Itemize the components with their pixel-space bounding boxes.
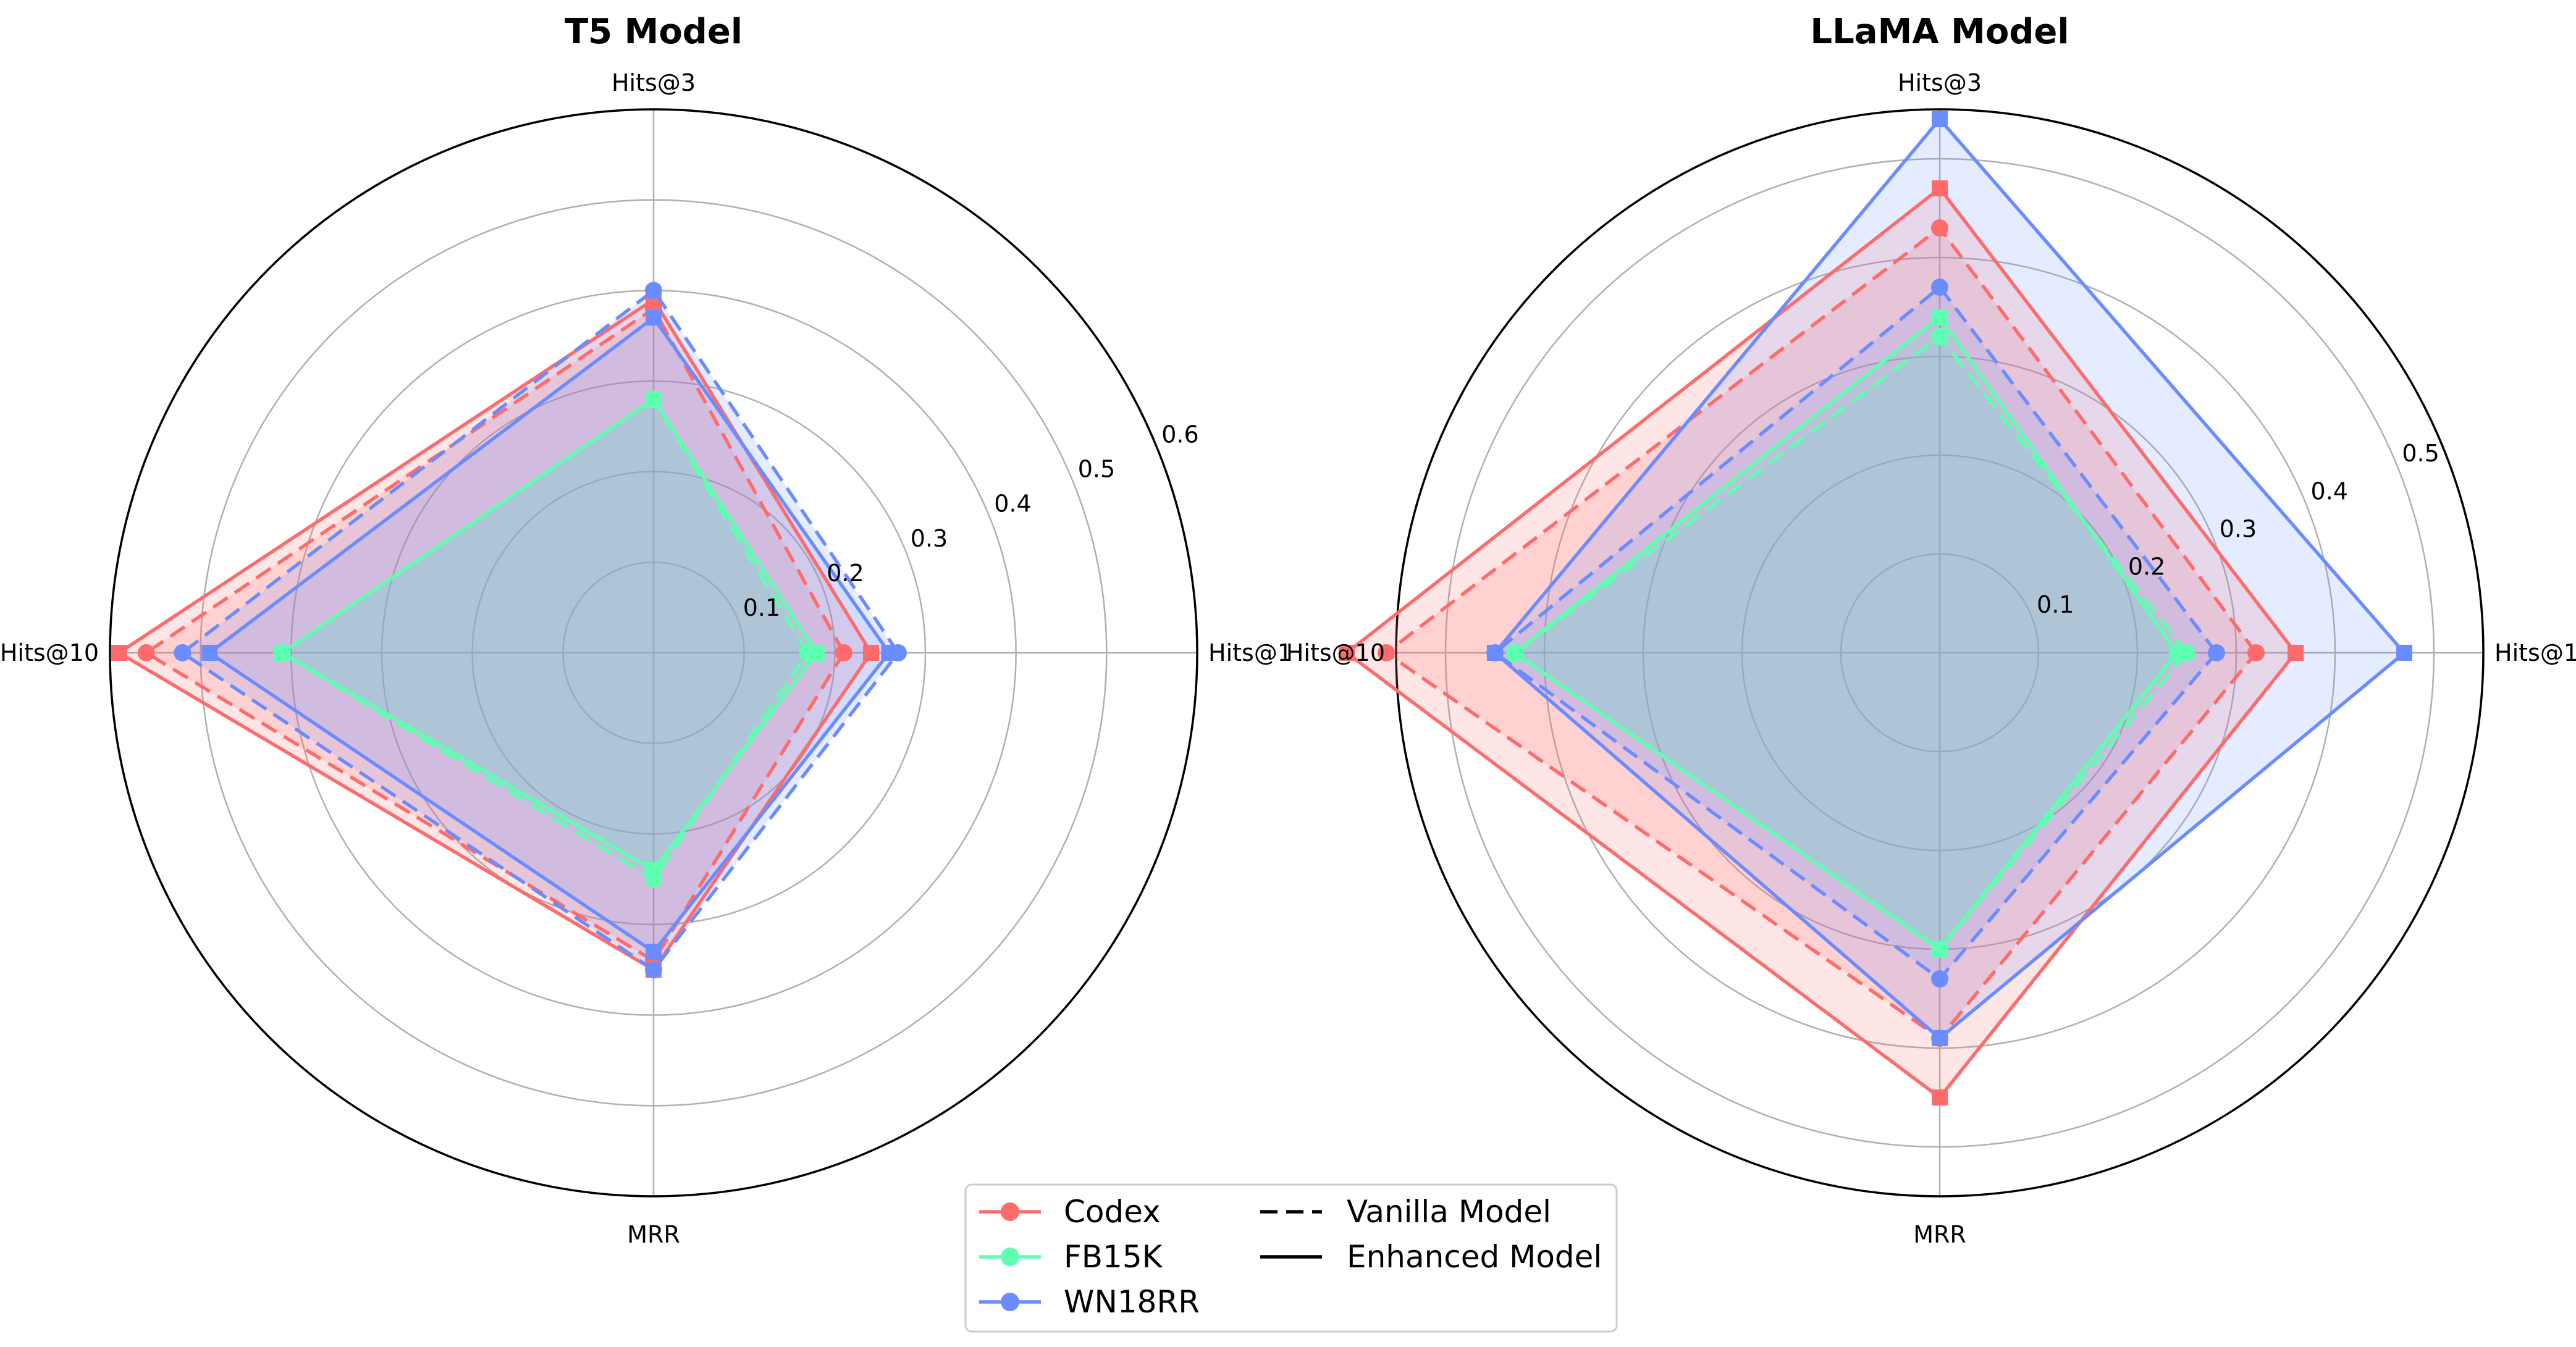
chart-title: T5 Model	[565, 12, 743, 52]
rtick-label-0-5: 0.5	[1078, 456, 1115, 483]
series-fill-fb15k-enhanced	[1515, 317, 2177, 949]
rtick-label-0-3: 0.3	[2220, 515, 2257, 542]
point-wn18rr-enhanced-hits-10	[1487, 645, 1503, 661]
point-fb15k-enhanced-hits-1	[2169, 645, 2185, 661]
axis-label-hits-1: Hits@1	[1208, 639, 1292, 666]
point-wn18rr-enhanced-hits-10	[201, 645, 218, 661]
point-wn18rr-enhanced-mrr	[1932, 1030, 1948, 1046]
point-fb15k-enhanced-hits-10	[1507, 645, 1523, 661]
series-fill-wn18rr-vanilla	[182, 290, 898, 970]
legend-label-enhanced-model: Enhanced Model	[1347, 1239, 1602, 1275]
point-wn18rr-vanilla-mrr	[645, 961, 662, 979]
legend-label-fb15k: FB15K	[1064, 1239, 1163, 1275]
rtick-label-0-1: 0.1	[743, 594, 780, 621]
rtick-label-0-6: 0.6	[1161, 421, 1198, 448]
point-wn18rr-enhanced-mrr	[646, 944, 662, 960]
series-fills	[1347, 119, 2404, 1097]
series-fills	[119, 290, 898, 970]
rtick-label-0-4: 0.4	[2311, 477, 2348, 505]
legend-label-wn18rr: WN18RR	[1064, 1284, 1200, 1320]
point-codex-vanilla-hits-1	[835, 644, 852, 661]
point-fb15k-vanilla-hits-3	[1931, 328, 1948, 345]
series-fill-fb15k-vanilla	[282, 399, 808, 879]
rtick-label-0-2: 0.2	[827, 560, 864, 587]
axis-label-hits-3: Hits@3	[1898, 69, 1982, 96]
point-codex-vanilla-hits-1	[2247, 644, 2265, 661]
series-lines	[1339, 111, 2412, 1106]
point-wn18rr-vanilla-mrr	[1931, 970, 1948, 988]
point-wn18rr-enhanced-hits-3	[646, 309, 662, 326]
series-line-wn18rr-vanilla	[180, 288, 900, 972]
point-codex-enhanced-mrr	[1932, 1089, 1948, 1106]
series-fill-wn18rr-enhanced	[1495, 119, 2404, 1038]
axis-label-hits-1: Hits@1	[2494, 639, 2576, 666]
outer-frame	[109, 108, 1198, 1198]
point-fb15k-enhanced-hits-10	[274, 645, 290, 661]
series-fill-codex-enhanced	[1347, 188, 2296, 1097]
point-wn18rr-enhanced-hits-1	[2396, 645, 2412, 661]
point-codex-enhanced-hits-1	[2288, 645, 2304, 661]
point-fb15k-enhanced-hits-1	[809, 645, 825, 661]
rtick-label-0-4: 0.4	[994, 490, 1031, 518]
point-fb15k-enhanced-mrr	[646, 862, 662, 878]
rtick-label-0-1: 0.1	[2037, 591, 2074, 618]
point-codex-vanilla-hits-3	[1931, 219, 1948, 237]
axis-label-mrr: MRR	[1913, 1221, 1966, 1248]
series-line-fb15k-vanilla	[1513, 335, 2189, 951]
series-fill-codex-vanilla	[1386, 228, 2256, 1038]
rtick-label-0-3: 0.3	[911, 525, 948, 552]
series-lines	[111, 282, 907, 979]
point-codex-enhanced-hits-1	[863, 645, 879, 661]
legend: Codex FB15K WN18RR Vanilla Model Enhanced Mo…	[964, 1183, 1618, 1333]
point-fb15k-enhanced-mrr	[1932, 941, 1948, 957]
outer-frame	[1395, 108, 2485, 1198]
point-wn18rr-vanilla-hits-3	[1931, 279, 1948, 296]
point-codex-enhanced-hits-10	[111, 645, 127, 661]
series-fill-fb15k-vanilla	[1515, 337, 2187, 949]
rtick-label-0-2: 0.2	[2128, 553, 2165, 581]
point-codex-vanilla-hits-10	[1378, 644, 1395, 661]
chart-t5: 0.1 0.2 0.3 0.4 0.5 0.6 Hits@1 Hits@3 Hits@10 MRR…	[0, 12, 1292, 1248]
point-codex-enhanced-hits-3	[1932, 180, 1948, 196]
chart-title: LLaMA Model	[1810, 12, 2069, 52]
point-wn18rr-enhanced-hits-3	[1932, 111, 1948, 127]
series-line-codex-vanilla	[144, 306, 846, 963]
series-fill-wn18rr-enhanced	[209, 317, 890, 952]
series-fill-fb15k-enhanced	[282, 399, 817, 870]
axis-label-hits-10: Hits@10	[0, 639, 99, 666]
series-line-wn18rr-vanilla	[1493, 285, 2218, 981]
axis-label-mrr: MRR	[627, 1221, 680, 1248]
legend-marker-wn18rr	[1001, 1293, 1019, 1311]
point-codex-enhanced-hits-10	[1339, 645, 1355, 661]
series-fill-codex-enhanced	[119, 300, 872, 970]
legend-label-codex: Codex	[1064, 1194, 1161, 1230]
point-fb15k-enhanced-hits-3	[1932, 309, 1948, 325]
rtick-label-0-5: 0.5	[2402, 440, 2439, 467]
axis-label-hits-10: Hits@10	[1286, 639, 1385, 666]
legend-label-vanilla-model: Vanilla Model	[1347, 1194, 1551, 1230]
chart-llama: 0.1 0.2 0.3 0.4 0.5 Hits@1 Hits@3 Hits@10 MRR LLa…	[1286, 12, 2576, 1248]
legend-marker-fb15k	[1001, 1248, 1019, 1266]
point-wn18rr-vanilla-hits-10	[174, 644, 192, 661]
point-wn18rr-vanilla-hits-1	[2208, 644, 2225, 661]
legend-marker-codex	[1001, 1202, 1019, 1221]
axis-label-hits-3: Hits@3	[612, 69, 696, 96]
point-codex-vanilla-hits-10	[137, 644, 155, 661]
series-fill-codex-vanilla	[146, 308, 844, 961]
point-wn18rr-enhanced-hits-1	[881, 645, 898, 661]
point-wn18rr-vanilla-hits-3	[645, 282, 662, 300]
point-fb15k-enhanced-hits-3	[646, 391, 662, 408]
